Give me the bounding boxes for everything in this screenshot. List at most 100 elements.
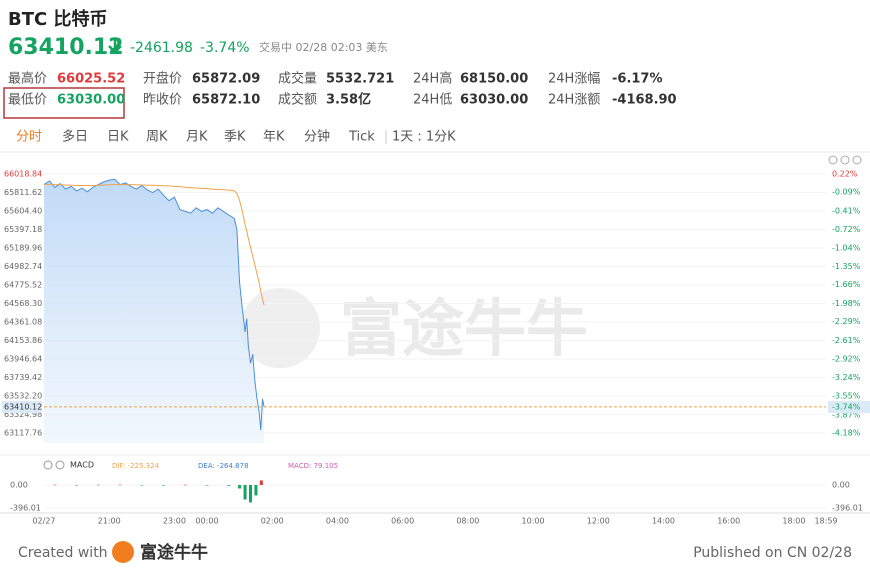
tab[interactable]: 季K — [224, 130, 246, 145]
x-tick-label: 06:00 — [391, 517, 414, 526]
y2-tick-label: -0.09% — [832, 188, 861, 197]
y-tick-label: 66018.84 — [4, 170, 42, 179]
macd-title: MACD — [70, 461, 94, 470]
y-tick-label: 64568.30 — [4, 299, 42, 308]
current-pct-label: -3.74% — [832, 403, 861, 412]
brand-logo — [112, 541, 134, 563]
tab[interactable]: 1天 : 1分K — [392, 130, 456, 145]
y-tick-label: 63324.98 — [4, 410, 42, 419]
published: Published on CN 02/28 — [693, 545, 852, 561]
tab[interactable]: 月K — [186, 130, 208, 145]
macd-bar — [53, 484, 57, 486]
stat-label: 最高价 — [8, 71, 47, 87]
macd-bar — [183, 484, 187, 486]
y2-tick-label: -2.29% — [832, 317, 861, 326]
stat-value: 3.58亿 — [326, 92, 371, 108]
macd-bar — [118, 484, 122, 486]
stat-value: -6.17% — [612, 72, 663, 87]
dif: DIF: -225.324 — [112, 462, 160, 470]
y2-tick-label: -2.92% — [832, 354, 861, 363]
stat-value: 63030.00 — [57, 93, 125, 108]
highlight-box — [3, 87, 125, 119]
macd-bar — [162, 485, 166, 486]
macd-bar — [259, 480, 263, 485]
macd-bar — [75, 485, 79, 486]
tab[interactable]: 多日 — [62, 129, 88, 145]
x-tick-label: 02/27 — [32, 517, 55, 526]
y-tick-label: 64775.52 — [4, 281, 42, 290]
price: 63410.12 — [8, 35, 124, 60]
macd-bar — [249, 485, 253, 503]
tab[interactable]: 分钟 — [304, 129, 330, 145]
y2-tick-label: -1.35% — [832, 262, 861, 271]
stat-label: 24H高 — [413, 71, 452, 87]
y2-tick-label: 0.22% — [832, 170, 858, 179]
stat-value: 5532.721 — [326, 72, 394, 87]
y2-tick-label: -2.61% — [832, 336, 861, 345]
settings-icon[interactable] — [43, 460, 53, 470]
y2-tick-label: -1.66% — [832, 280, 861, 289]
y2-tick-label: -1.04% — [832, 244, 861, 253]
current-label-bg — [2, 400, 42, 413]
macd-bar — [205, 485, 209, 486]
y-tick-label: 65604.40 — [4, 207, 42, 216]
symbol: BTC 比特币 — [8, 8, 107, 30]
y-tick-label: 63739.42 — [4, 373, 42, 382]
price-line — [43, 178, 265, 431]
y2-tick-label: -0.41% — [832, 207, 861, 216]
stat-label: 开盘价 — [143, 71, 182, 87]
avg-line — [43, 183, 265, 306]
y2-tick-label: -3.24% — [832, 373, 861, 382]
tab[interactable]: 日K — [107, 130, 129, 145]
created-with: Created with — [18, 545, 108, 561]
x-tick-label: 02:00 — [261, 517, 284, 526]
x-tick-label: 14:00 — [652, 517, 675, 526]
stat-label: 成交量 — [278, 71, 317, 87]
macd-tick-label: -396.01 — [10, 504, 41, 513]
y-tick-label: 63117.76 — [4, 429, 42, 438]
y2-tick-label: -0.72% — [832, 225, 861, 234]
macd-value: MACD: 79.105 — [288, 462, 338, 470]
tab[interactable]: 年K — [263, 130, 285, 145]
current-label: 63410.12 — [4, 402, 42, 411]
macd-bar — [140, 485, 144, 486]
current-pct-bg — [828, 401, 870, 414]
y2-tick-label: -4.18% — [832, 429, 861, 438]
x-tick-label: 08:00 — [456, 517, 479, 526]
x-tick-label: 18:00 — [782, 517, 805, 526]
y-tick-label: 65189.96 — [4, 244, 42, 253]
status: 交易中 02/28 02:03 美东 — [259, 40, 388, 54]
tab[interactable]: 周K — [146, 130, 168, 145]
x-tick-label: 18:59 — [814, 517, 837, 526]
price-area — [44, 179, 265, 444]
y2-tick-label: -3.87% — [832, 410, 861, 419]
macd-tick-label: 0.00 — [10, 481, 28, 490]
stat-value: 66025.52 — [57, 72, 125, 87]
macd-bar — [96, 484, 100, 486]
stat-value: -4168.90 — [612, 93, 677, 108]
y-tick-label: 64361.08 — [4, 318, 42, 327]
stat-value: 63030.00 — [460, 93, 528, 108]
y2-tick-label: -1.98% — [832, 299, 861, 308]
macd-tick-label-right: -396.01 — [832, 504, 863, 513]
stat-label: 最低价 — [8, 93, 47, 108]
watermark: 富途牛牛 — [340, 292, 588, 365]
x-tick-label: 16:00 — [717, 517, 740, 526]
stat-label: 24H涨额 — [548, 93, 600, 108]
dea: DEA: -264.878 — [198, 462, 249, 470]
tab[interactable]: Tick — [348, 130, 375, 145]
stat-label: 昨收价 — [143, 93, 182, 108]
watermark-logo — [240, 288, 320, 368]
change-pct: -3.74% — [200, 40, 250, 56]
y-tick-label: 64982.74 — [4, 262, 42, 271]
tab[interactable]: 分时 — [16, 130, 42, 145]
change: -2461.98 — [130, 40, 193, 56]
x-tick-label: 00:00 — [195, 517, 218, 526]
y-tick-label: 65811.62 — [4, 188, 42, 197]
chart-tools[interactable] — [828, 155, 862, 165]
macd-bar — [243, 485, 247, 500]
x-tick-label: 12:00 — [587, 517, 610, 526]
macd-bar — [238, 485, 242, 489]
close-icon[interactable] — [55, 460, 65, 470]
